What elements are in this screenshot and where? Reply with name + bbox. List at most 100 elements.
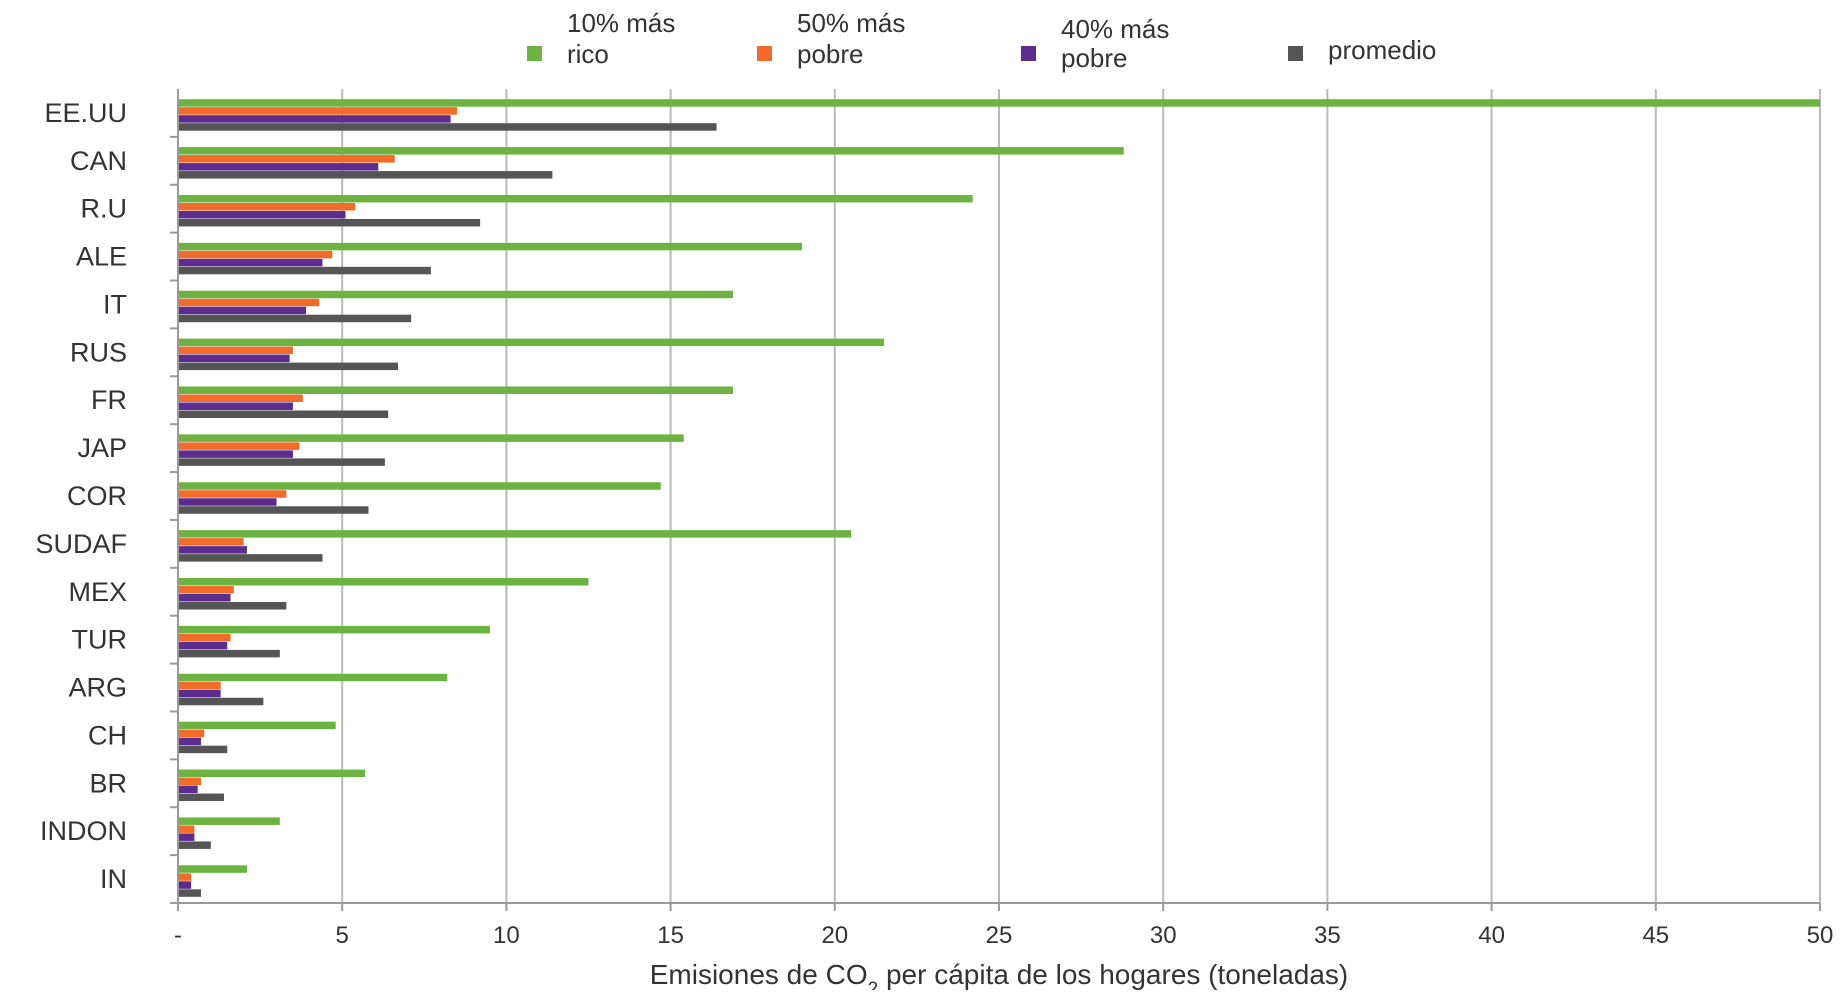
- bar-ch-series-2: [178, 729, 205, 738]
- bar-arg-series-3: [178, 689, 221, 698]
- category-label-ch: CH: [88, 720, 127, 750]
- x-axis-title: Emisiones de CO2 per cápita de los hogar…: [650, 959, 1349, 990]
- bar-br-series-2: [178, 777, 201, 786]
- legend-label-3-line-1: 40% más: [1061, 14, 1169, 44]
- category-label-ale: ALE: [76, 242, 127, 272]
- bar-tur-series-2: [178, 633, 231, 642]
- bar-ch-series-1: [178, 721, 336, 730]
- bar-ale-series-4: [178, 266, 431, 275]
- bar-can-series-3: [178, 163, 379, 171]
- bar-rus-series-2: [178, 346, 293, 355]
- bar-it-series-2: [178, 298, 320, 307]
- bar-sudaf-series-1: [178, 530, 852, 538]
- bar-can-series-1: [178, 147, 1124, 155]
- category-label-indon: INDON: [40, 816, 127, 846]
- bar-cor-series-2: [178, 490, 287, 498]
- grid: [341, 89, 1821, 903]
- bar-tur-series-4: [178, 649, 280, 658]
- category-label-jap: JAP: [77, 433, 127, 463]
- bar-r-u-series-4: [178, 218, 481, 227]
- bar-ee-uu-series-2: [178, 107, 458, 115]
- bar-indon-series-4: [178, 841, 211, 849]
- category-label-tur: TUR: [72, 625, 128, 655]
- bar-ch-series-3: [178, 737, 201, 746]
- legend-swatch-4: [1288, 46, 1303, 61]
- bar-jap-series-1: [178, 434, 684, 442]
- bar-arg-series-1: [178, 673, 448, 682]
- legend-label-3-line-2: pobre: [1061, 43, 1128, 73]
- category-label-rus: RUS: [70, 337, 127, 367]
- bar-mex-series-4: [178, 602, 287, 610]
- bar-cor-series-1: [178, 482, 661, 490]
- x-tick-label-6: 30: [1150, 922, 1177, 949]
- bar-can-series-4: [178, 171, 553, 179]
- category-label-in: IN: [100, 864, 127, 894]
- bar-fr-series-4: [178, 410, 389, 418]
- bars: [178, 99, 1820, 897]
- bar-ale-series-1: [178, 242, 802, 251]
- bar-ee-uu-series-3: [178, 115, 451, 123]
- category-label-ee-uu: EE.UU: [44, 98, 127, 128]
- bar-mex-series-1: [178, 578, 589, 586]
- category-label-r-u: R.U: [81, 194, 128, 224]
- category-label-can: CAN: [70, 146, 127, 176]
- category-label-arg: ARG: [68, 673, 127, 703]
- x-tick-label-3: 15: [657, 922, 684, 949]
- x-axis-title-part-1: Emisiones de CO: [650, 959, 868, 990]
- bar-arg-series-4: [178, 697, 264, 706]
- legend-label-1-line-1: 10% más: [567, 8, 675, 38]
- legend-label-4: promedio: [1328, 35, 1436, 65]
- bar-cor-series-3: [178, 498, 277, 506]
- bar-rus-series-4: [178, 362, 399, 371]
- bar-jap-series-2: [178, 442, 300, 450]
- bar-indon-series-3: [178, 833, 195, 841]
- legend-label-1-line-2: rico: [567, 39, 609, 69]
- bar-r-u-series-2: [178, 202, 356, 211]
- bar-in-series-4: [178, 889, 201, 897]
- x-tick-label-10: 50: [1807, 922, 1834, 949]
- category-label-br: BR: [89, 768, 127, 798]
- legend-label-2-line-2: pobre: [797, 39, 864, 69]
- bar-br-series-3: [178, 785, 198, 794]
- bar-ee-uu-series-1: [178, 99, 1820, 107]
- x-axis-title-subscript: 2: [868, 979, 879, 991]
- x-tick-label-1: 5: [336, 922, 349, 949]
- x-tick-label-8: 40: [1478, 922, 1505, 949]
- bar-mex-series-3: [178, 594, 231, 602]
- category-label-fr: FR: [91, 385, 127, 415]
- bar-fr-series-2: [178, 394, 303, 402]
- bar-arg-series-2: [178, 681, 221, 690]
- bar-rus-series-3: [178, 354, 290, 363]
- bar-it-series-1: [178, 290, 733, 299]
- bar-it-series-4: [178, 314, 412, 323]
- category-label-cor: COR: [67, 481, 127, 511]
- x-axis-title-part-2: per cápita de los hogares (toneladas): [878, 959, 1348, 990]
- bar-br-series-4: [178, 793, 224, 802]
- legend-swatch-2: [757, 46, 772, 61]
- axes: - 5 10 15 20 25 30 35 40 45 50 EE.UU CAN R.U ALE IT RUS F…: [35, 89, 1833, 949]
- bar-ch-series-4: [178, 745, 228, 754]
- category-label-mex: MEX: [68, 577, 127, 607]
- bar-fr-series-3: [178, 402, 293, 410]
- legend-label-2-line-1: 50% más: [797, 8, 905, 38]
- bar-jap-series-3: [178, 450, 293, 458]
- bar-mex-series-2: [178, 586, 234, 594]
- bar-br-series-1: [178, 769, 366, 778]
- x-tick-label-9: 45: [1642, 922, 1669, 949]
- category-label-sudaf: SUDAF: [35, 529, 127, 559]
- bar-tur-series-1: [178, 625, 490, 634]
- bar-cor-series-4: [178, 506, 369, 514]
- bar-in-series-2: [178, 873, 192, 881]
- bar-fr-series-1: [178, 386, 733, 394]
- bar-r-u-series-3: [178, 210, 346, 219]
- bar-indon-series-2: [178, 825, 195, 833]
- bar-rus-series-1: [178, 338, 885, 347]
- bar-r-u-series-1: [178, 194, 973, 203]
- bar-in-series-1: [178, 865, 247, 873]
- category-label-it: IT: [103, 289, 127, 319]
- bar-ale-series-3: [178, 258, 323, 267]
- bar-indon-series-1: [178, 817, 280, 825]
